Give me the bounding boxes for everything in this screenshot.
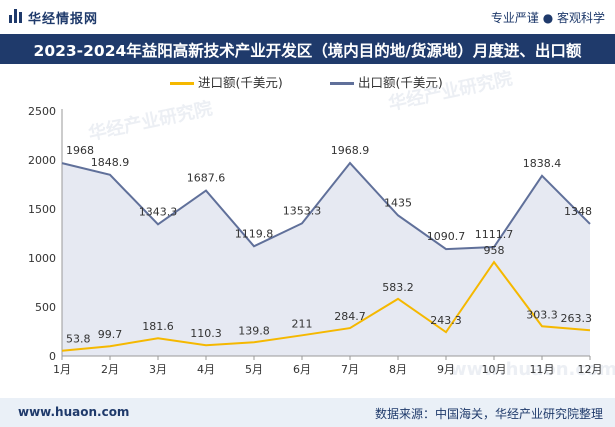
export-data-label-7: 1435 (384, 196, 412, 209)
export-data-label-5: 1353.3 (283, 204, 322, 217)
import-data-label-3: 110.3 (190, 327, 222, 340)
logo-icon (9, 9, 23, 23)
import-data-label-8: 243.3 (430, 314, 462, 327)
x-tick-label-3: 4月 (197, 363, 215, 376)
chart-legend: 进口额(千美元) 出口额(千美元) (0, 72, 615, 90)
export-data-label-2: 1343.3 (139, 205, 178, 218)
export-data-label-6: 1968.9 (331, 144, 370, 157)
slogan: 专业严谨 ● 客观科学 (490, 11, 605, 25)
y-tick-label-4: 2000 (28, 154, 56, 167)
x-tick-label-5: 6月 (293, 363, 311, 376)
import-data-label-7: 583.2 (382, 281, 414, 294)
export-data-label-3: 1687.6 (187, 172, 226, 185)
y-tick-label-3: 1500 (28, 203, 56, 216)
import-data-label-1: 99.7 (98, 328, 123, 341)
export-data-label-0: 1968 (66, 144, 94, 157)
legend-item-import: 进口额(千美元) (170, 72, 283, 91)
legend-swatch-export (330, 82, 354, 85)
y-tick-label-0: 0 (49, 350, 56, 363)
export-data-label-8: 1090.7 (427, 230, 466, 243)
import-data-label-2: 181.6 (142, 320, 174, 333)
import-data-label-4: 139.8 (238, 324, 270, 337)
x-tick-label-7: 8月 (389, 363, 407, 376)
x-tick-label-0: 1月 (53, 363, 71, 376)
x-tick-label-11: 12月 (578, 363, 603, 376)
export-series-line (61, 161, 591, 251)
footer-source: 数据来源：中国海关，华经产业研究院整理 (374, 407, 603, 421)
export-data-label-4: 1119.8 (235, 227, 274, 240)
chart-title: 2023-2024年益阳高新技术产业开发区（境内目的地/货源地）月度进、出口额 (33, 42, 582, 60)
export-data-label-11: 1348 (564, 205, 592, 218)
title-bar: 2023-2024年益阳高新技术产业开发区（境内目的地/货源地）月度进、出口额 (0, 34, 615, 64)
legend-label-import: 进口额(千美元) (198, 75, 283, 90)
top-bar: 华经情报网 专业严谨 ● 客观科学 (0, 0, 615, 34)
brand-name: 华经情报网 (28, 12, 99, 27)
legend-swatch-import (170, 82, 194, 85)
x-tick-label-1: 2月 (101, 363, 119, 376)
import-data-label-10: 303.3 (526, 308, 558, 321)
import-series-line (61, 260, 591, 352)
import-data-label-5: 211 (292, 317, 313, 330)
x-tick-label-2: 3月 (149, 363, 167, 376)
watermark-1: 华经产业研究院 (386, 67, 514, 115)
watermark-2: www.huaon.com (450, 359, 615, 380)
legend-label-export: 出口额(千美元) (358, 75, 443, 90)
footer: www.huaon.com 数据来源：中国海关，华经产业研究院整理 (0, 398, 615, 427)
import-data-label-6: 284.7 (334, 310, 366, 323)
footer-website: www.huaon.com (18, 405, 130, 419)
import-data-label-9: 958 (484, 244, 505, 257)
import-data-label-0: 53.8 (66, 333, 91, 346)
import-data-label-11: 263.3 (561, 312, 593, 325)
export-data-label-9: 1111.7 (475, 228, 514, 241)
export-data-label-10: 1838.4 (523, 157, 562, 170)
x-tick-label-8: 9月 (437, 363, 455, 376)
watermark-0: 华经产业研究院 (86, 97, 214, 145)
chart-area: 华经产业研究院华经产业研究院www.huaon.com0500100015002… (28, 67, 615, 380)
y-tick-label-1: 500 (35, 301, 56, 314)
x-tick-label-6: 7月 (341, 363, 359, 376)
export-area-fill (62, 163, 590, 356)
export-data-label-1: 1848.9 (91, 156, 130, 169)
legend-item-export: 出口额(千美元) (330, 72, 443, 91)
y-tick-label-5: 2500 (28, 105, 56, 118)
x-tick-label-4: 5月 (245, 363, 263, 376)
y-tick-label-2: 1000 (28, 252, 56, 265)
x-tick-label-10: 11月 (530, 363, 555, 376)
x-tick-label-9: 10月 (482, 363, 507, 376)
